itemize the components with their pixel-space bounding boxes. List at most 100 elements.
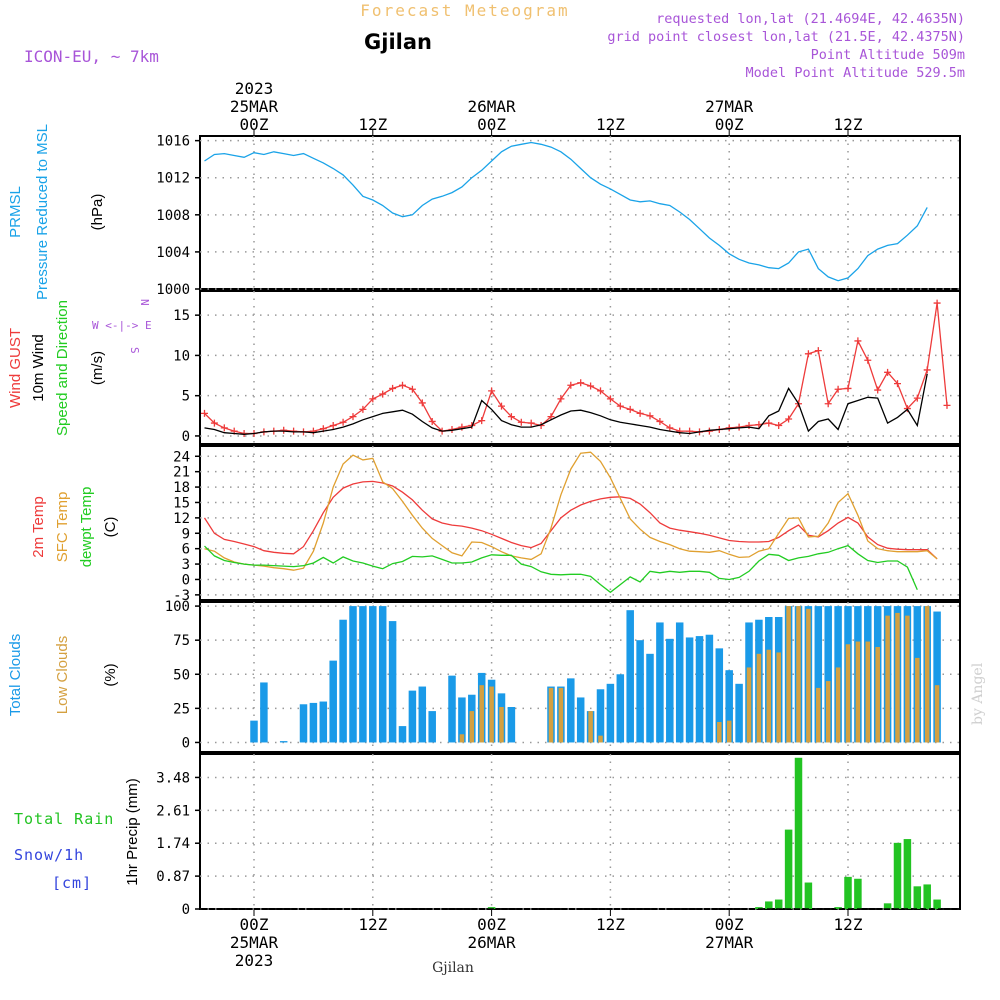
gust-point <box>517 418 525 426</box>
bar-total-clouds <box>507 707 516 743</box>
top-axis-label: 25MAR <box>230 97 279 116</box>
gust-point <box>389 384 397 392</box>
bar-total-rain <box>844 876 852 909</box>
y-tick-label: 24 <box>173 449 190 465</box>
location-title: Gjilan <box>364 30 432 54</box>
bottom-axis-label: 12Z <box>358 915 387 934</box>
bar-low-clouds <box>875 647 880 743</box>
bar-total-rain <box>774 899 783 909</box>
ylabel-dewpt-temp: dewpt Temp <box>78 487 95 568</box>
bar-total-clouds <box>398 726 407 743</box>
gust-point <box>804 350 812 358</box>
series-line-dewpt-temp <box>204 544 918 594</box>
bar-total-clouds <box>448 675 456 743</box>
bar-total-clouds <box>626 610 634 743</box>
bar-low-clouds <box>548 687 554 743</box>
top-axis-label: 12Z <box>596 115 625 134</box>
bar-total-clouds <box>329 660 337 743</box>
bar-low-clouds <box>915 657 920 743</box>
gust-point <box>844 384 852 392</box>
y-tick-label: 3 <box>182 557 190 573</box>
gust-point <box>567 381 575 389</box>
bar-total-clouds <box>606 683 615 743</box>
ylabel-sfc-temp: SFC Temp <box>54 492 71 563</box>
bar-total-clouds <box>814 606 823 743</box>
bar-total-clouds <box>309 702 318 743</box>
bar-total-clouds <box>685 637 694 743</box>
bar-total-clouds <box>616 674 625 743</box>
gust-point <box>834 385 842 393</box>
bar-low-clouds <box>786 606 791 743</box>
y-tick-label: 2.61 <box>156 803 190 819</box>
ylabel-hpa: (hPa) <box>89 194 106 231</box>
y-tick-label: -3 <box>173 588 190 604</box>
gust-point <box>418 399 426 407</box>
gust-point <box>676 427 684 435</box>
gust-point <box>636 409 644 417</box>
bar-total-rain <box>794 757 803 909</box>
gust-point <box>943 401 951 409</box>
y-tick-label: 0 <box>182 735 190 751</box>
bar-low-clouds <box>905 615 910 743</box>
bar-total-clouds <box>418 686 427 743</box>
gust-point <box>498 402 505 410</box>
bar-low-clouds <box>895 612 900 743</box>
bar-total-clouds <box>279 741 288 743</box>
bar-total-clouds <box>388 621 397 743</box>
wind-panel: 0 5 10 15 <box>173 290 961 445</box>
bar-total-rain <box>923 884 931 909</box>
ylabel-c: (C) <box>102 517 119 538</box>
bar-total-clouds <box>705 634 714 743</box>
ylabel-wind-gust: Wind GUST <box>7 328 24 408</box>
bar-low-clouds <box>806 608 811 743</box>
bottom-axis-label: 12Z <box>834 915 863 934</box>
ylabel-speed-direction: Speed and Direction <box>54 300 71 436</box>
bottom-axis-label: 26MAR <box>468 933 517 952</box>
bar-low-clouds <box>796 606 801 743</box>
gust-point <box>210 419 218 427</box>
y-tick-label: 5 <box>182 389 190 405</box>
bar-total-clouds <box>408 690 417 743</box>
bar-total-rain <box>903 839 912 909</box>
gust-point <box>408 385 416 393</box>
gust-point <box>428 417 436 425</box>
watermark: by Angel <box>970 662 986 725</box>
gust-point <box>933 299 941 307</box>
time-axis-labels: PRMSL Pressure Reduced to MSL (hPa) Wind GU… <box>7 79 863 970</box>
ylabel-prmsl: PRMSL <box>7 186 24 238</box>
bar-total-rain <box>755 907 763 909</box>
y-tick-label: 18 <box>173 480 190 496</box>
bar-total-clouds <box>428 711 436 743</box>
bar-low-clouds <box>885 615 890 743</box>
bar-low-clouds <box>855 641 861 743</box>
gust-point <box>923 366 931 374</box>
bar-total-clouds <box>695 636 704 743</box>
bottom-axis-label: 00Z <box>240 915 269 934</box>
y-tick-label: 0.87 <box>156 869 190 885</box>
series-line-sfc-temp <box>204 451 938 571</box>
compass-n: N <box>138 299 151 306</box>
grid-point-coords: grid point closest lon,lat (21.5E, 42.43… <box>607 29 965 45</box>
bottom-axis-label: 12Z <box>596 915 625 934</box>
bar-low-clouds <box>816 687 821 743</box>
y-tick-label: 50 <box>173 667 190 683</box>
bar-low-clouds <box>558 687 564 743</box>
bar-low-clouds <box>825 681 831 743</box>
bar-total-rain <box>487 907 496 909</box>
y-tick-label: 1000 <box>156 282 190 298</box>
pressure-panel: 1000 1004 1008 1012 1016 <box>156 134 961 298</box>
y-tick-label: 1004 <box>156 245 190 261</box>
bar-low-clouds <box>756 653 762 743</box>
y-tick-label: 12 <box>173 511 190 527</box>
bar-total-clouds <box>378 606 387 743</box>
bar-low-clouds <box>489 686 494 743</box>
bar-total-clouds <box>458 697 466 743</box>
bar-total-clouds <box>576 697 585 743</box>
y-tick-label: 100 <box>165 599 190 615</box>
bar-total-rain <box>834 907 842 909</box>
top-axis-label: 12Z <box>358 115 387 134</box>
y-tick-label: 9 <box>182 526 190 542</box>
y-tick-label: 6 <box>182 542 190 558</box>
gust-point <box>765 419 773 427</box>
bar-low-clouds <box>726 720 732 743</box>
